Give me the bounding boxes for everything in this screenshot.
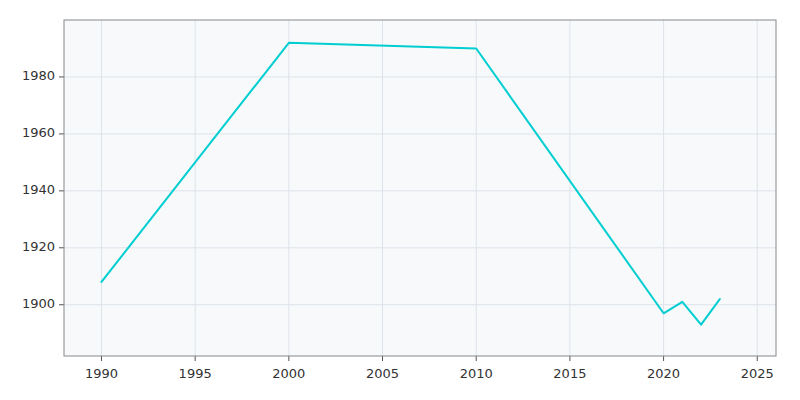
- tick-label-x: 1990: [85, 366, 118, 381]
- tick-label-x: 2005: [366, 366, 399, 381]
- tick-label-y: 1920: [22, 239, 55, 254]
- tick-label-y: 1900: [22, 296, 55, 311]
- grid-line-y: [64, 190, 776, 191]
- grid-line-x: [382, 20, 383, 356]
- grid-line-y: [64, 133, 776, 134]
- tick-label-x: 2000: [272, 366, 305, 381]
- tick-label-x: 2015: [553, 366, 586, 381]
- tick-x: [382, 356, 383, 361]
- chart: 1900 1920 1940 1960 1980 1990 1995 2000 2005 2010…: [0, 0, 800, 400]
- tick-y: [59, 304, 64, 305]
- grid-line-x: [101, 20, 102, 356]
- tick-y: [59, 76, 64, 77]
- tick-label-y: 1980: [22, 68, 55, 83]
- grid-line-y: [64, 76, 776, 77]
- grid-line-x: [476, 20, 477, 356]
- grid-line-x: [195, 20, 196, 356]
- tick-y: [59, 247, 64, 248]
- tick-x: [101, 356, 102, 361]
- tick-y: [59, 190, 64, 191]
- grid-line-x: [757, 20, 758, 356]
- tick-label-y: 1940: [22, 182, 55, 197]
- tick-label-x: 2025: [741, 366, 774, 381]
- tick-label-x: 2020: [647, 366, 680, 381]
- tick-label-x: 2010: [460, 366, 493, 381]
- tick-x: [757, 356, 758, 361]
- grid-line-y: [64, 304, 776, 305]
- tick-label-y: 1960: [22, 125, 55, 140]
- tick-x: [288, 356, 289, 361]
- tick-y: [59, 133, 64, 134]
- grid-line-x: [569, 20, 570, 356]
- plot-area: [64, 20, 776, 356]
- grid: [64, 20, 776, 356]
- tick-x: [195, 356, 196, 361]
- axes: 1900 1920 1940 1960 1980 1990 1995 2000 2005 2010…: [22, 68, 774, 381]
- tick-x: [663, 356, 664, 361]
- tick-x: [476, 356, 477, 361]
- grid-line-x: [663, 20, 664, 356]
- tick-label-x: 1995: [179, 366, 212, 381]
- line: [101, 43, 719, 325]
- data: [101, 43, 719, 325]
- grid-line-x: [288, 20, 289, 356]
- grid-line-y: [64, 247, 776, 248]
- tick-x: [569, 356, 570, 361]
- plot-frame: [64, 20, 776, 356]
